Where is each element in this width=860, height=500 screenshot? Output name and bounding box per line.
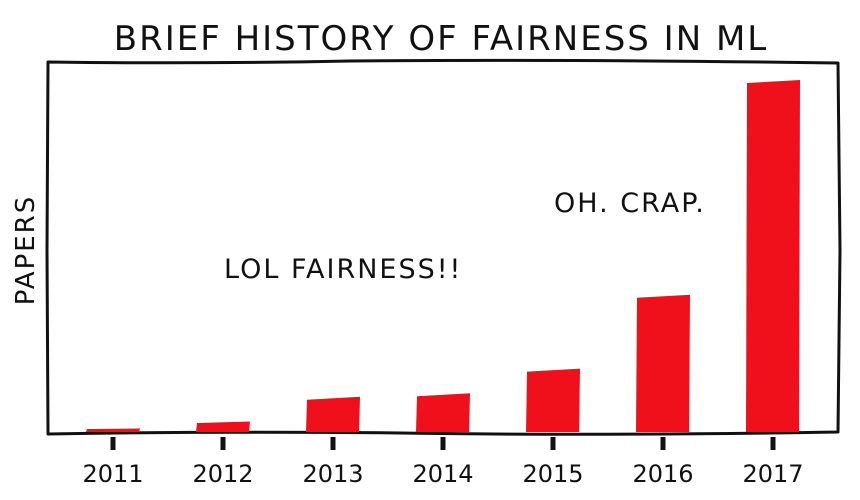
- x-tick-label-2013: 2013: [302, 460, 363, 488]
- x-tick-label-2016: 2016: [632, 460, 693, 488]
- bar-2011: [86, 428, 140, 432]
- x-tick-label-2014: 2014: [412, 460, 473, 488]
- plot-frame: [45, 58, 842, 436]
- bar-2012: [196, 421, 250, 432]
- x-tick-label-2017: 2017: [742, 460, 803, 488]
- annotation-lol-fairness: LOL FAIRNESS!!: [224, 254, 462, 285]
- x-tick-labels-group: 2011 2012 2013 2014 2015 2016 2017: [82, 460, 803, 488]
- chart-title: BRIEF HISTORY OF FAIRNESS IN ML: [114, 19, 768, 59]
- x-tick-label-2012: 2012: [192, 460, 253, 488]
- bar-2017: [746, 80, 800, 432]
- y-axis-label: PAPERS: [11, 195, 41, 305]
- bar-2014: [416, 393, 470, 432]
- annotation-oh-crap: OH. CRAP.: [554, 188, 706, 219]
- bar-2015: [526, 368, 580, 432]
- bars-group: [86, 80, 800, 432]
- x-tick-label-2015: 2015: [522, 460, 583, 488]
- x-ticks-group: [110, 437, 776, 450]
- bar-2016: [636, 294, 690, 432]
- bar-2013: [306, 396, 360, 432]
- x-tick-label-2011: 2011: [82, 460, 143, 488]
